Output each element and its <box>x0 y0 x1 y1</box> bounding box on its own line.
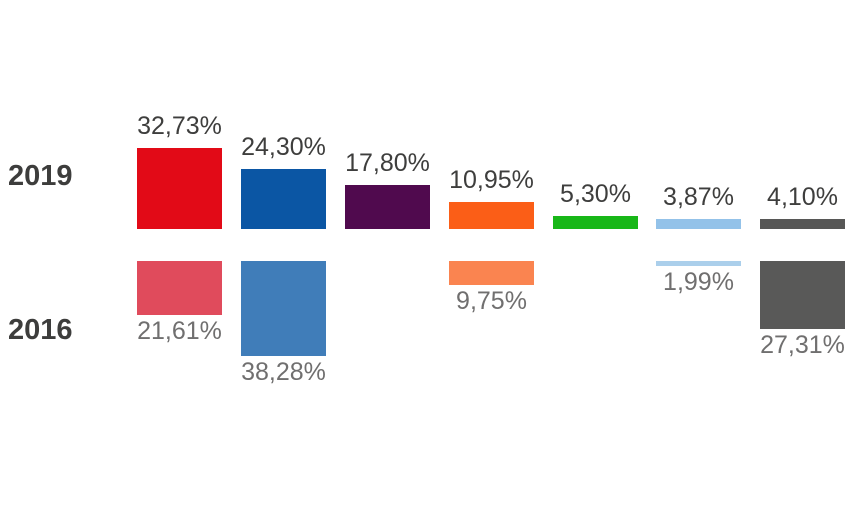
bar-2016-red <box>137 261 222 315</box>
bar-2016-light-blue <box>656 261 741 266</box>
value-label-2016-orange: 9,75% <box>456 287 527 316</box>
bar-2016-orange <box>449 261 534 286</box>
bar-2016-gray <box>760 261 845 329</box>
value-label-2019-gray: 4,10% <box>767 182 838 211</box>
value-label-2019-light-blue: 3,87% <box>663 183 734 212</box>
row-label-2016: 2016 <box>8 314 73 346</box>
bar-2019-gray <box>760 218 845 229</box>
value-label-2019-red: 32,73% <box>137 112 222 140</box>
value-label-2019-blue: 24,30% <box>241 132 326 161</box>
row-label-2019: 2019 <box>8 160 73 192</box>
value-label-2019-purple: 17,80% <box>345 148 430 177</box>
bar-2019-green <box>553 215 638 229</box>
bar-2019-red <box>137 148 222 229</box>
value-label-2016-gray: 27,31% <box>760 330 845 359</box>
value-label-2016-red: 21,61% <box>137 316 222 345</box>
value-label-2019-orange: 10,95% <box>449 165 534 194</box>
value-label-2019-green: 5,30% <box>560 179 631 208</box>
bar-2019-blue <box>241 168 326 229</box>
value-label-2016-light-blue: 1,99% <box>663 267 734 296</box>
bar-2019-orange <box>449 201 534 229</box>
bar-2019-purple <box>345 184 430 229</box>
bar-2019-light-blue <box>656 219 741 229</box>
bar-2016-blue <box>241 261 326 356</box>
value-label-2016-blue: 38,28% <box>241 357 326 386</box>
